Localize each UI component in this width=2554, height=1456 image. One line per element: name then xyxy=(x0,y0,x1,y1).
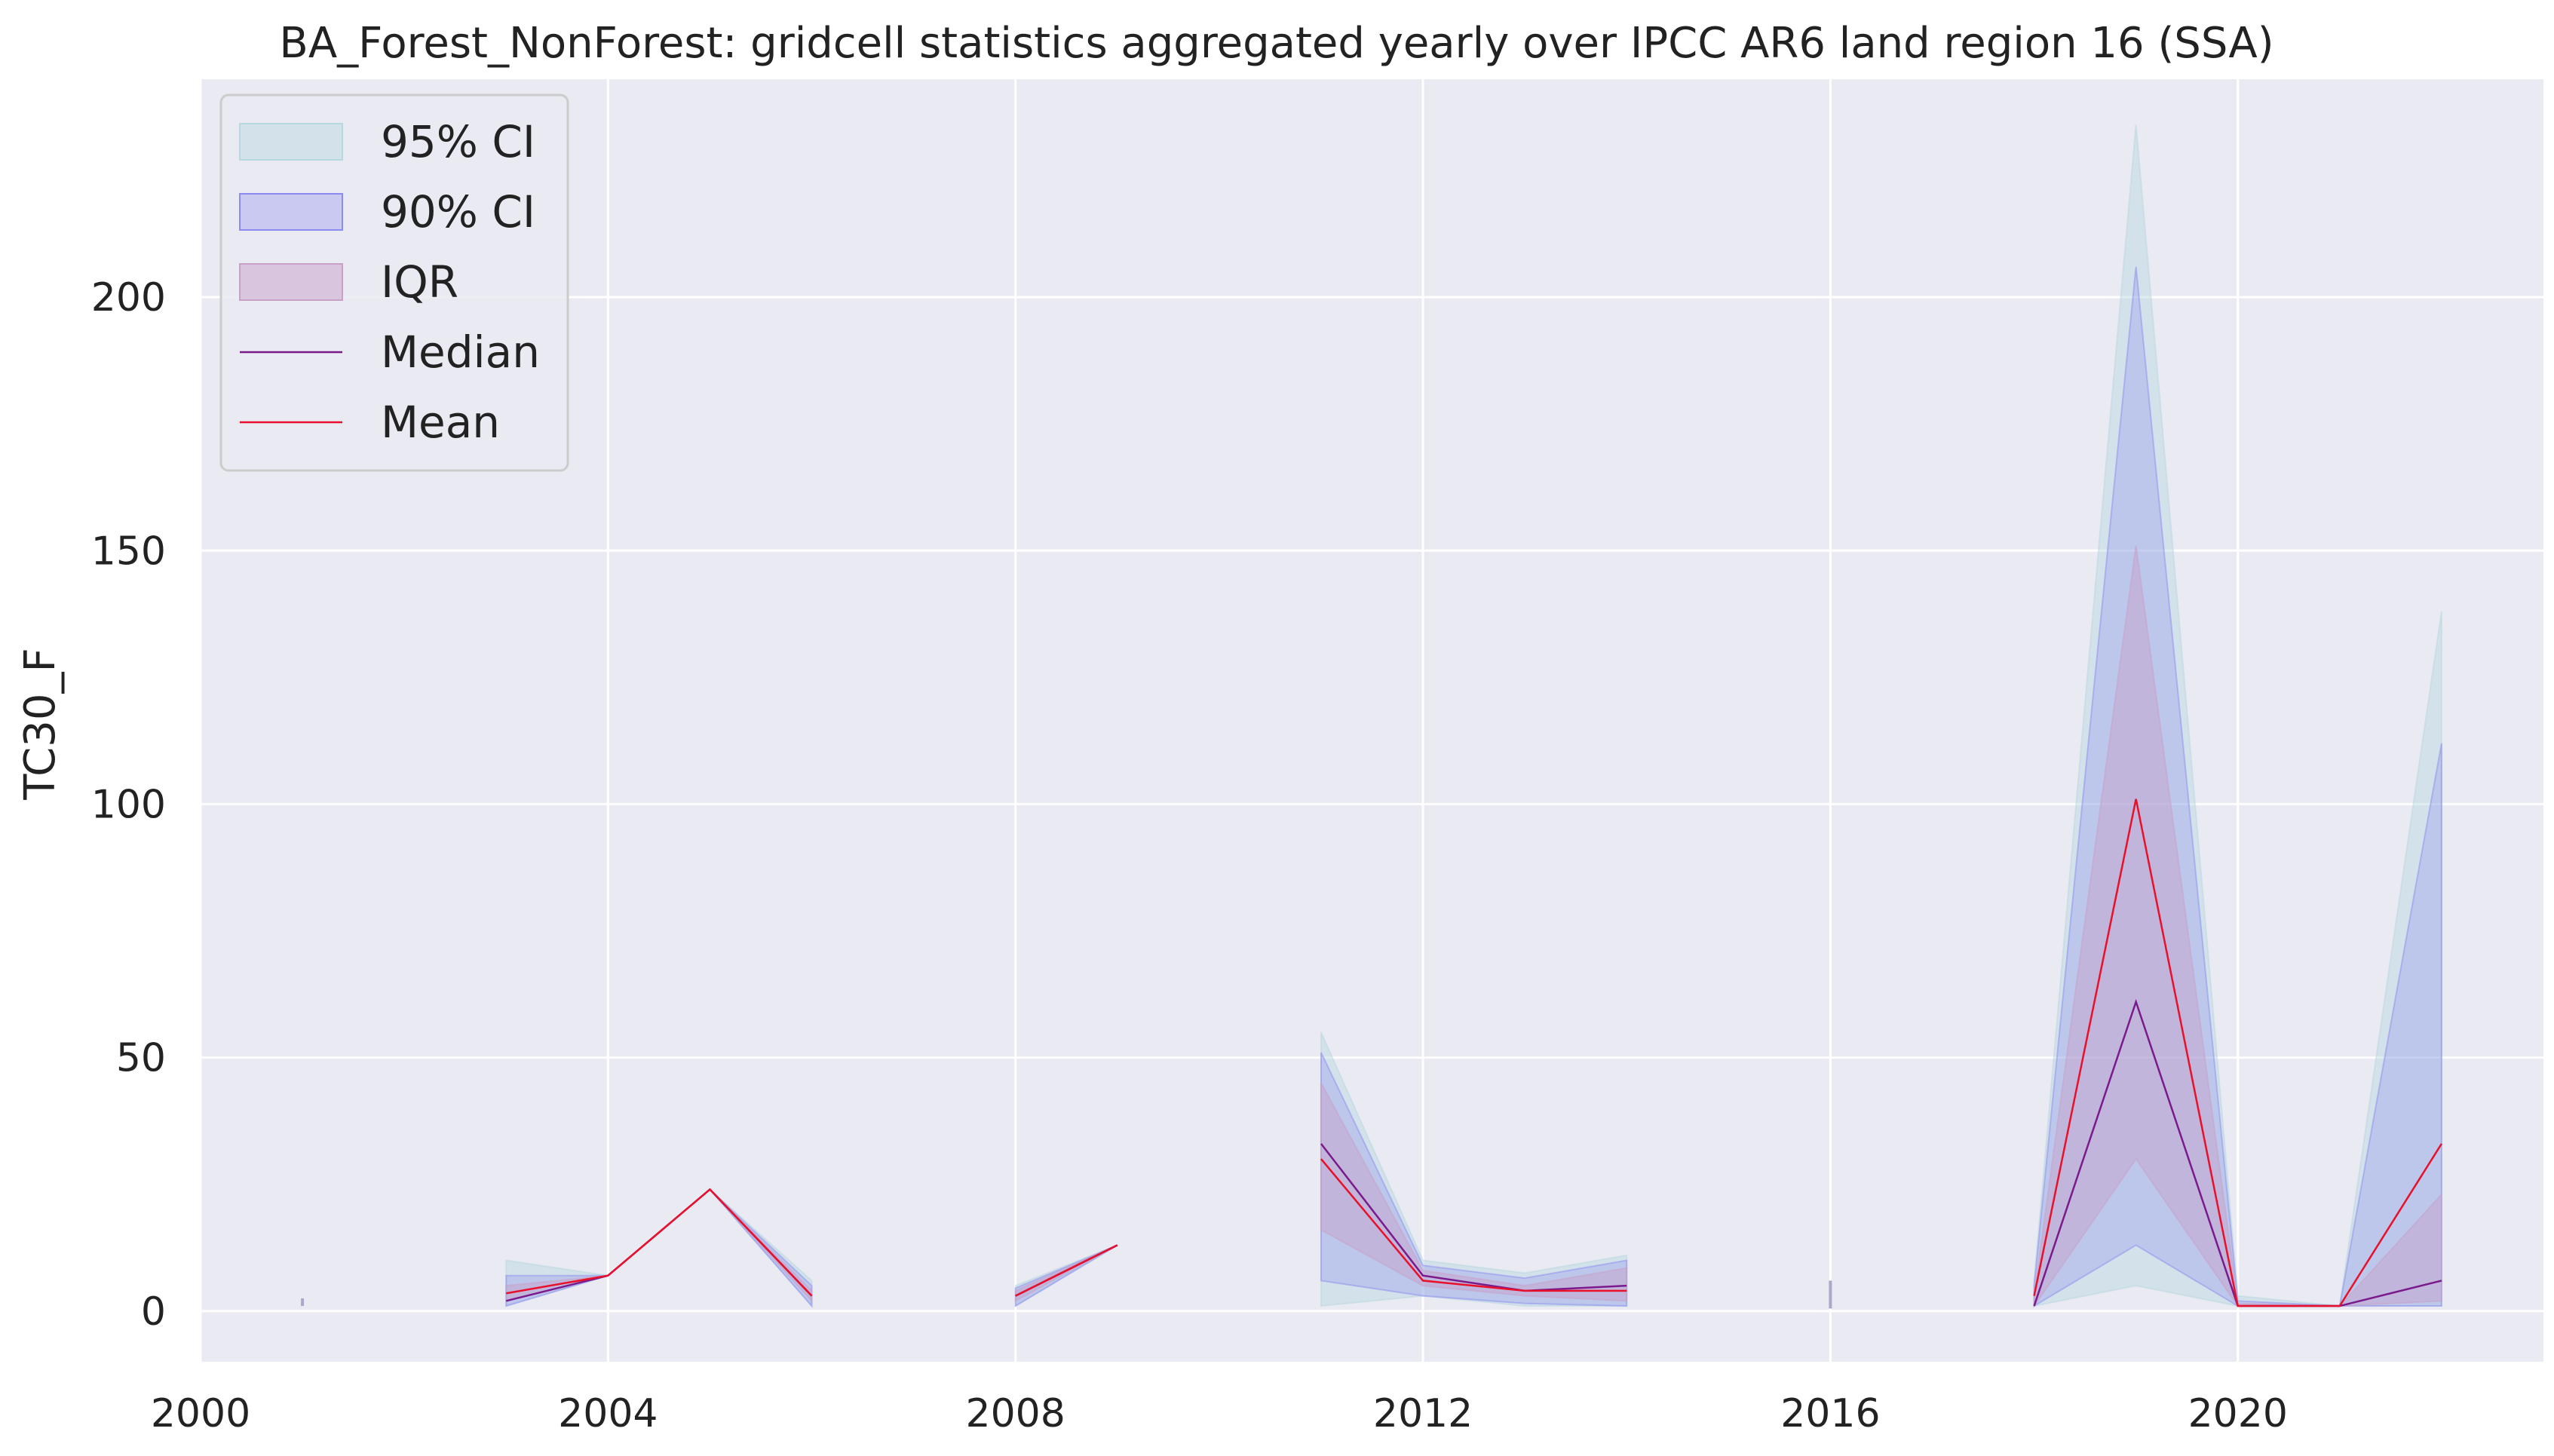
legend: 95% CI 90% CI IQR Median Mean xyxy=(219,93,569,472)
legend-label-ci90: 90% CI xyxy=(381,186,535,238)
iqr-band xyxy=(1320,1082,1628,1302)
ci90-band xyxy=(2033,266,2442,1307)
iqr-band xyxy=(1014,1244,1118,1303)
legend-swatch-ci90 xyxy=(239,193,343,231)
mean-line xyxy=(1015,1244,1118,1297)
lines xyxy=(505,799,2442,1307)
x-tick-label: 2012 xyxy=(1373,1391,1473,1436)
legend-box xyxy=(219,93,569,472)
mean-line xyxy=(2033,799,2442,1307)
legend-label-mean: Mean xyxy=(381,397,500,448)
tick-labels: 2000 2004 2008 2012 2016 2020 0 50 100 150 200 xyxy=(91,275,2288,1436)
y-tick-label: 100 xyxy=(91,782,166,827)
legend-swatch-ci95 xyxy=(239,123,343,161)
x-tick-label: 2004 xyxy=(558,1391,658,1436)
grid xyxy=(199,79,2543,1362)
legend-swatch-iqr xyxy=(239,263,343,301)
legend-label-median: Median xyxy=(381,326,540,378)
y-tick-label: 0 xyxy=(141,1289,166,1335)
x-tick-label: 2008 xyxy=(966,1391,1065,1436)
mean-line xyxy=(1320,1158,1627,1292)
median-line xyxy=(1320,1143,1627,1292)
chart-title: BA_Forest_NonForest: gridcell statistics… xyxy=(279,19,2273,68)
y-tick-label: 50 xyxy=(116,1036,166,1081)
iqr-band xyxy=(2033,545,2442,1309)
x-tick-label: 2000 xyxy=(151,1391,250,1436)
mean-line xyxy=(506,1188,813,1297)
y-tick-label: 150 xyxy=(91,529,166,574)
legend-label-iqr: IQR xyxy=(381,256,458,308)
y-tick-label: 200 xyxy=(91,275,166,320)
x-tick-label: 2020 xyxy=(2188,1391,2288,1436)
x-tick-label: 2016 xyxy=(1780,1391,1880,1436)
legend-label-ci95: 95% CI xyxy=(381,116,535,167)
y-axis-label: TC30_F xyxy=(16,648,65,801)
